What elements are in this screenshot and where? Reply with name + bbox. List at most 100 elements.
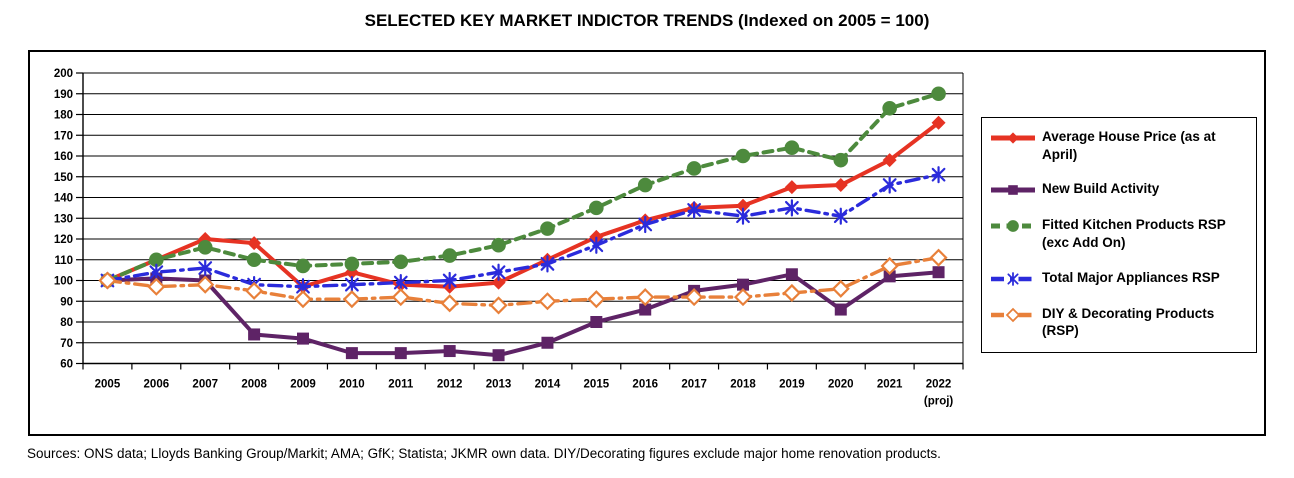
y-tick-label: 130 — [54, 213, 73, 225]
marker-circle — [882, 100, 897, 116]
marker-circle — [393, 254, 409, 270]
marker-open-diamond — [929, 248, 948, 267]
legend-label: Average House Price (as at April) — [1042, 129, 1216, 162]
legend-swatch-diamond — [991, 132, 1035, 144]
marker-open-diamond — [587, 290, 606, 309]
x-tick-label: 2007 — [192, 379, 218, 391]
marker-square — [639, 303, 652, 316]
marker-open-diamond — [342, 290, 361, 309]
series-line-x — [105, 172, 941, 289]
y-tick-label: 120 — [54, 234, 73, 246]
legend-swatch-x — [991, 271, 1035, 286]
y-tick-label: 150 — [54, 172, 73, 184]
y-tick-label: 80 — [60, 317, 73, 329]
x-tick-label: 2009 — [290, 379, 316, 391]
marker-square — [737, 278, 749, 291]
x-tick-label: 2010 — [339, 379, 365, 391]
marker-x — [931, 166, 946, 184]
x-tick-label: 2005 — [95, 379, 121, 391]
marker-diamond — [784, 180, 799, 195]
x-tick-label: 2006 — [144, 379, 170, 391]
marker-x — [393, 273, 408, 292]
marker-x — [491, 263, 506, 281]
y-tick-label: 90 — [60, 296, 73, 308]
marker-circle — [295, 258, 311, 274]
chart-title: SELECTED KEY MARKET INDICTOR TRENDS (Ind… — [364, 11, 930, 30]
marker-circle — [442, 248, 457, 263]
marker-open-diamond — [98, 271, 117, 290]
legend-item-5: DIY & Decorating Products (RSP) — [990, 305, 1250, 340]
series-line-diamond — [105, 120, 941, 289]
marker-circle — [246, 252, 262, 268]
x-tick-label: 2016 — [632, 379, 658, 391]
marker-open-diamond — [147, 277, 166, 296]
legend-swatch-open-diamond — [991, 307, 1035, 323]
marker-square — [394, 347, 407, 360]
marker-open-diamond — [782, 283, 801, 303]
x-tick-label: 2019 — [779, 379, 805, 391]
legend: Average House Price (as at April) New Bui… — [981, 117, 1257, 353]
y-tick-label: 70 — [60, 338, 73, 350]
marker-x — [638, 215, 653, 234]
marker-diamond — [882, 153, 897, 168]
marker-x — [687, 201, 702, 219]
marker-x — [344, 276, 359, 294]
marker-x — [198, 259, 213, 277]
marker-x — [1007, 271, 1019, 286]
legend-item-1: Average House Price (as at April) — [990, 128, 1250, 163]
y-tick-label: 100 — [54, 276, 73, 288]
y-tick-label: 60 — [60, 359, 73, 371]
marker-square — [443, 345, 456, 358]
marker-circle — [784, 140, 800, 155]
series-line-circle — [105, 91, 941, 283]
source-note: Sources: ONS data; Lloyds Banking Group/… — [27, 446, 941, 461]
x-tick-label: 2020 — [828, 379, 854, 391]
marker-circle — [931, 86, 946, 102]
y-tick-label: 190 — [54, 89, 73, 101]
legend-item-2: New Build Activity — [990, 180, 1250, 199]
x-tick-label: 2018 — [730, 379, 756, 391]
marker-x — [833, 207, 848, 225]
marker-open-diamond — [196, 275, 215, 294]
marker-square — [1008, 185, 1018, 196]
marker-circle — [149, 252, 164, 268]
x-tick-label: 2011 — [388, 379, 414, 391]
marker-circle — [540, 221, 555, 236]
marker-x — [736, 207, 750, 225]
marker-circle — [637, 177, 653, 193]
marker-square — [883, 270, 896, 283]
marker-open-diamond — [245, 281, 264, 300]
series-line-square — [105, 270, 941, 358]
marker-open-diamond — [293, 290, 313, 309]
marker-circle — [589, 200, 604, 216]
marker-square — [492, 349, 505, 362]
marker-square — [834, 303, 847, 316]
legend-label: New Build Activity — [1042, 181, 1160, 197]
marker-square — [590, 316, 603, 328]
x-tick-label: 2022 — [926, 379, 952, 391]
legend-swatch-circle — [991, 220, 1035, 233]
legend-item-3: Fitted Kitchen Products RSP (exc Add On) — [990, 216, 1250, 251]
marker-circle — [686, 161, 702, 176]
marker-x — [540, 255, 555, 273]
marker-diamond — [1007, 132, 1019, 144]
marker-square — [345, 347, 358, 360]
x-tick-label: 2008 — [241, 379, 267, 391]
marker-square — [248, 328, 261, 341]
marker-open-diamond — [440, 294, 459, 313]
marker-circle — [344, 256, 360, 272]
marker-open-diamond — [880, 256, 899, 276]
x-tick-label: 2012 — [437, 379, 463, 391]
marker-open-diamond — [538, 292, 557, 311]
marker-circle — [735, 148, 751, 164]
y-tick-label: 140 — [54, 193, 73, 205]
marker-diamond — [833, 178, 848, 193]
marker-open-diamond — [391, 288, 410, 307]
marker-diamond — [736, 198, 750, 213]
marker-x — [882, 176, 897, 194]
marker-open-diamond — [636, 288, 655, 307]
legend-item-4: Total Major Appliances RSP — [990, 269, 1250, 288]
marker-open-diamond — [831, 279, 850, 298]
marker-circle — [1007, 220, 1019, 233]
